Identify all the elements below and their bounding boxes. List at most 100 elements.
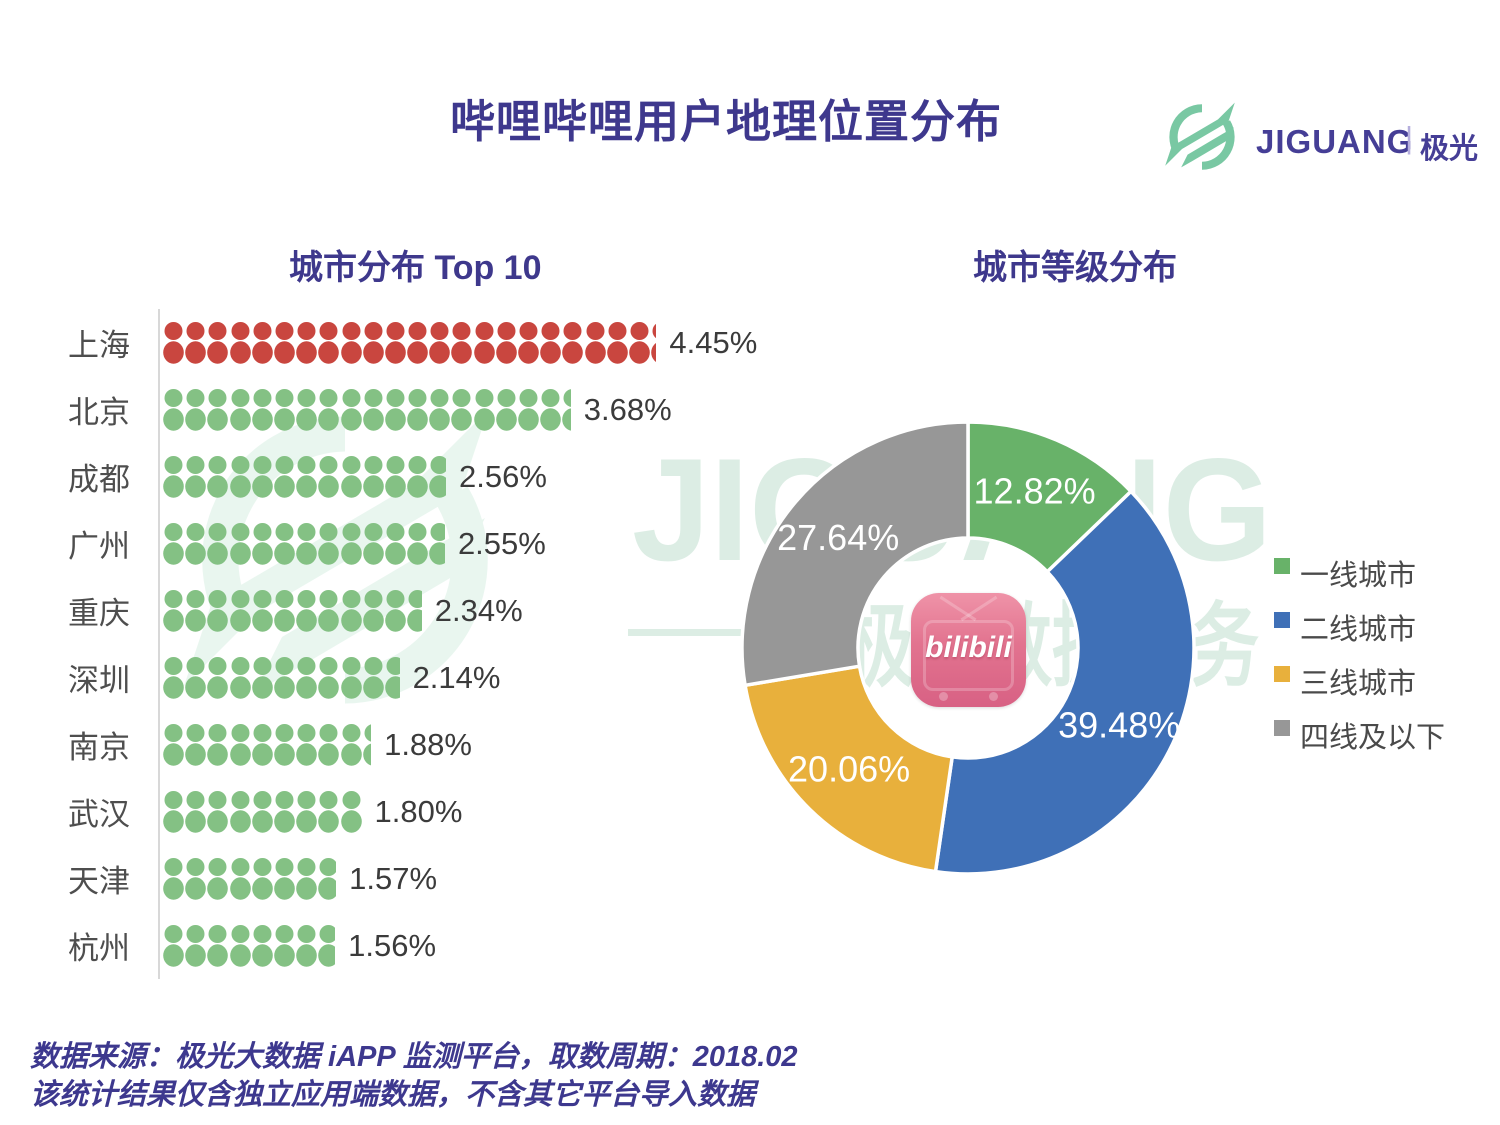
person-icon (385, 455, 406, 498)
person-icon (229, 388, 251, 431)
person-icon (362, 656, 384, 699)
tv-foot-icon (989, 692, 998, 701)
person-icon (163, 321, 184, 364)
category-label: 深圳 (68, 663, 130, 698)
value-label: 1.80% (374, 793, 463, 829)
person-icon (296, 656, 317, 699)
pictogram-row: 南京 (30, 711, 730, 778)
person-icon (163, 790, 184, 833)
person-icon (163, 522, 184, 565)
person-icon (207, 455, 229, 498)
pictogram-row: 武汉 (30, 778, 730, 845)
person-icon (207, 924, 229, 967)
footer-line-2: 该统计结果仅含独立应用端数据，不含其它平台导入数据 (30, 1079, 756, 1111)
tv-antenna-icon (939, 595, 977, 622)
person-icon (229, 455, 251, 498)
person-icon (451, 321, 473, 364)
icon-bar (158, 443, 447, 510)
person-icon (207, 857, 229, 900)
person-icon (251, 589, 273, 632)
person-icon (251, 455, 273, 498)
person-icon (340, 388, 362, 431)
person-icon (562, 321, 584, 364)
person-icon (207, 656, 229, 699)
slice-value-label: 20.06% (788, 749, 910, 790)
person-icon (207, 723, 229, 766)
person-icon (251, 388, 273, 431)
person-icon (407, 455, 428, 498)
person-icon-partial (385, 656, 400, 699)
person-icon (407, 589, 422, 632)
person-icon (207, 589, 229, 632)
person-icon (407, 388, 428, 431)
person-icon (274, 723, 295, 766)
icon-bar (158, 644, 400, 711)
person-icon (185, 857, 206, 900)
person-icon (340, 723, 362, 766)
donut-chart-title: 城市等级分布 (973, 249, 1177, 287)
pictogram-row: 重庆 (30, 577, 730, 644)
value-label: 2.14% (412, 659, 501, 695)
person-icon (163, 388, 184, 431)
slice-value-label: 12.82% (974, 471, 1096, 512)
person-icon (318, 857, 337, 900)
icon-bar (158, 778, 362, 845)
legend-swatch (1274, 720, 1290, 736)
person-icon (251, 924, 273, 967)
legend-swatch (1274, 666, 1290, 682)
person-icon (207, 522, 229, 565)
category-label: 广州 (68, 529, 130, 564)
person-icon (274, 790, 295, 833)
legend-item: 四线及以下 (1274, 714, 1445, 754)
jiguang-logo-mark-icon (1165, 102, 1235, 170)
person-icon (318, 388, 340, 431)
person-icon (629, 321, 650, 364)
person-icon (251, 790, 273, 833)
category-label: 天津 (68, 864, 130, 899)
person-icon (251, 723, 273, 766)
person-icon (296, 455, 317, 498)
person-icon (340, 321, 362, 364)
person-icon (340, 589, 362, 632)
person-icon (518, 321, 539, 364)
person-icon (429, 388, 451, 431)
person-icon (496, 388, 517, 431)
footer-note: 数据来源：极光大数据 iAPP 监测平台，取数周期：2018.02 该统计结果仅… (30, 1038, 798, 1114)
person-icon (429, 522, 445, 565)
donut-chart-svg: 12.82% 39.48% 20.06% 27.64% (740, 420, 1196, 876)
value-label: 1.56% (348, 927, 437, 963)
person-icon (296, 589, 317, 632)
icon-bar (158, 711, 372, 778)
person-icon (651, 323, 657, 362)
icon-bar (158, 845, 337, 912)
person-icon-partial (651, 322, 657, 364)
person-icon (229, 924, 251, 967)
icon-bar (158, 510, 445, 577)
person-icon (229, 656, 251, 699)
pictogram-row: 成都 (30, 443, 730, 510)
person-icon (296, 723, 317, 766)
person-icon (296, 388, 317, 431)
value-label: 3.68% (583, 391, 672, 427)
person-icon (163, 723, 184, 766)
pictogram-row: 天津 1.57% (30, 845, 730, 912)
person-icon (385, 522, 406, 565)
slice-value-label: 39.48% (1058, 705, 1180, 746)
icon-bar (158, 912, 336, 979)
person-icon (318, 924, 336, 967)
tv-outline-icon (923, 620, 1014, 691)
legend-item: 三线城市 (1274, 660, 1445, 700)
person-icon (185, 321, 206, 364)
value-label: 2.56% (459, 458, 547, 494)
bilibili-app-icon: bilibili (911, 593, 1026, 707)
person-icon (274, 656, 295, 699)
brand-divider: | (1405, 120, 1414, 155)
person-icon (229, 522, 251, 565)
person-icon (318, 589, 340, 632)
person-icon (274, 589, 295, 632)
person-icon (362, 321, 384, 364)
person-icon (274, 388, 295, 431)
person-icon (229, 589, 251, 632)
legend-item: 一线城市 (1274, 552, 1445, 592)
